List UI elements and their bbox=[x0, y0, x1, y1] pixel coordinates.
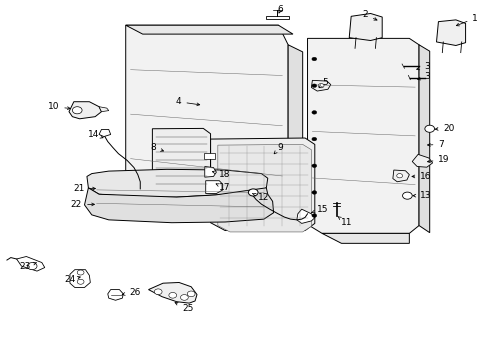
Polygon shape bbox=[99, 107, 108, 112]
Polygon shape bbox=[436, 20, 465, 45]
Text: 25: 25 bbox=[175, 302, 193, 313]
Circle shape bbox=[311, 137, 316, 141]
Polygon shape bbox=[70, 270, 90, 288]
Polygon shape bbox=[418, 45, 429, 233]
Text: 13: 13 bbox=[412, 191, 430, 200]
Polygon shape bbox=[210, 138, 314, 230]
Polygon shape bbox=[99, 130, 110, 136]
Text: 3: 3 bbox=[416, 62, 429, 71]
Circle shape bbox=[318, 84, 324, 88]
Circle shape bbox=[311, 57, 316, 61]
Text: 5: 5 bbox=[319, 78, 327, 88]
Text: 12: 12 bbox=[252, 193, 269, 202]
Polygon shape bbox=[311, 80, 330, 91]
Text: 26: 26 bbox=[122, 288, 140, 297]
Circle shape bbox=[311, 84, 316, 87]
Text: 9: 9 bbox=[274, 143, 283, 154]
Text: 8: 8 bbox=[150, 143, 163, 152]
Text: 23: 23 bbox=[20, 262, 37, 271]
Polygon shape bbox=[205, 181, 222, 194]
Polygon shape bbox=[348, 13, 382, 41]
Polygon shape bbox=[322, 233, 408, 243]
Text: 2: 2 bbox=[362, 10, 376, 20]
Polygon shape bbox=[125, 25, 292, 34]
Polygon shape bbox=[152, 129, 210, 194]
Polygon shape bbox=[84, 188, 273, 223]
Text: 18: 18 bbox=[212, 170, 230, 179]
Text: 22: 22 bbox=[71, 201, 94, 210]
Polygon shape bbox=[107, 289, 123, 300]
Circle shape bbox=[311, 214, 316, 217]
Text: 10: 10 bbox=[48, 102, 70, 111]
Circle shape bbox=[248, 189, 258, 196]
Text: 7: 7 bbox=[427, 140, 443, 149]
Circle shape bbox=[396, 174, 402, 178]
Polygon shape bbox=[69, 102, 102, 119]
Polygon shape bbox=[296, 209, 314, 224]
Text: 19: 19 bbox=[427, 155, 449, 164]
Text: 20: 20 bbox=[434, 123, 454, 132]
Polygon shape bbox=[87, 169, 267, 197]
Polygon shape bbox=[148, 283, 197, 303]
Circle shape bbox=[311, 191, 316, 194]
Polygon shape bbox=[392, 170, 408, 182]
Polygon shape bbox=[411, 154, 432, 167]
Circle shape bbox=[27, 262, 37, 270]
Text: 16: 16 bbox=[411, 172, 430, 181]
Circle shape bbox=[187, 291, 195, 297]
Text: 4: 4 bbox=[176, 97, 199, 106]
Text: 17: 17 bbox=[216, 183, 230, 192]
Polygon shape bbox=[204, 166, 216, 177]
Circle shape bbox=[402, 192, 411, 199]
Text: 24: 24 bbox=[64, 275, 80, 284]
Circle shape bbox=[424, 125, 434, 132]
Circle shape bbox=[77, 279, 84, 284]
Text: 21: 21 bbox=[73, 184, 95, 193]
Circle shape bbox=[180, 294, 188, 300]
Polygon shape bbox=[265, 15, 288, 19]
Polygon shape bbox=[217, 144, 311, 232]
Circle shape bbox=[154, 289, 162, 294]
Text: 11: 11 bbox=[337, 216, 351, 227]
Polygon shape bbox=[307, 39, 418, 233]
Circle shape bbox=[72, 107, 82, 114]
Text: 14: 14 bbox=[87, 130, 103, 139]
Circle shape bbox=[311, 111, 316, 114]
Text: 1: 1 bbox=[455, 14, 477, 26]
Circle shape bbox=[168, 292, 176, 298]
Text: 6: 6 bbox=[277, 5, 283, 14]
Polygon shape bbox=[203, 153, 215, 159]
Circle shape bbox=[311, 164, 316, 167]
Polygon shape bbox=[287, 45, 302, 227]
Polygon shape bbox=[125, 25, 287, 226]
Text: 3: 3 bbox=[417, 72, 429, 81]
Circle shape bbox=[77, 270, 84, 275]
Text: 15: 15 bbox=[311, 205, 328, 214]
Polygon shape bbox=[17, 257, 45, 271]
